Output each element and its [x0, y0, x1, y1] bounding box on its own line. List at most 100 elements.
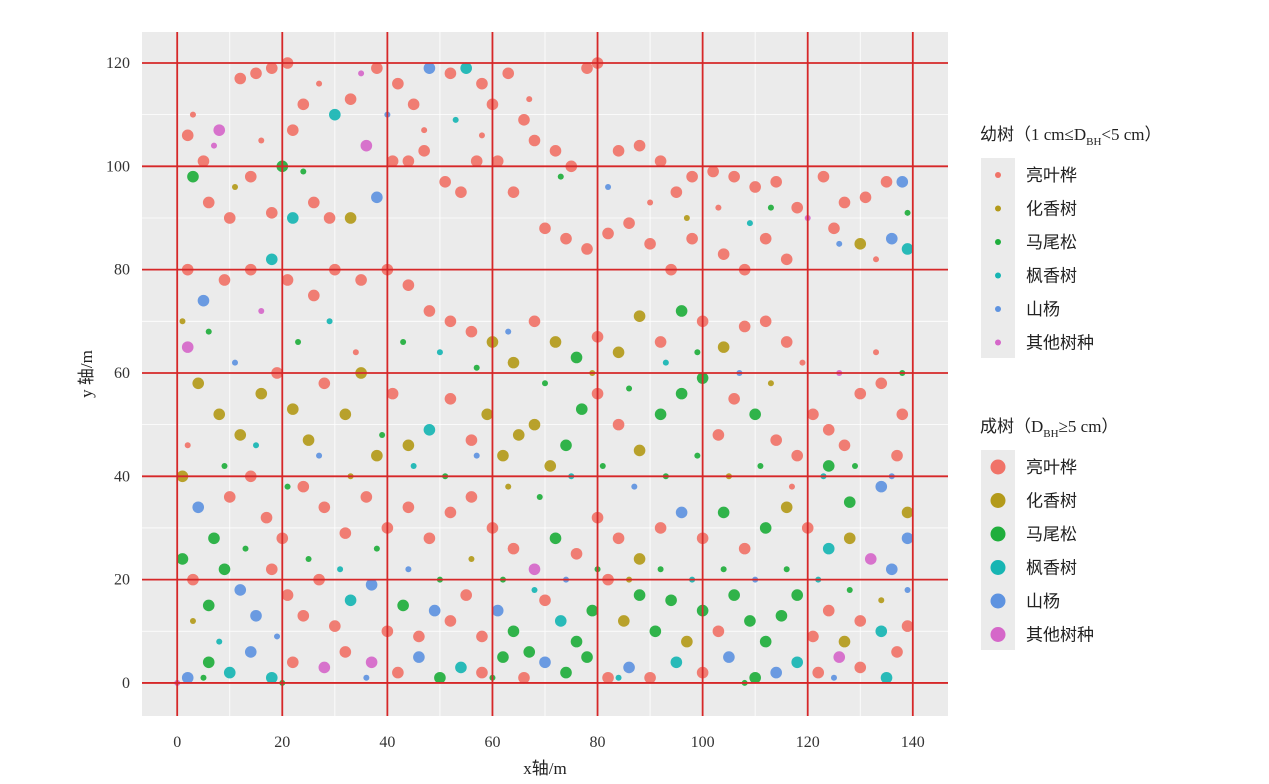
- juvenile-tree-point: [647, 199, 654, 206]
- legend-title: 幼树（1 cm≤DBH<5 cm）: [980, 125, 1162, 148]
- legend-label: 马尾松: [1026, 525, 1077, 544]
- adult-tree-point: [791, 449, 804, 462]
- adult-tree-point: [360, 139, 373, 152]
- juvenile-tree-point: [352, 349, 359, 356]
- legend-label: 其他树种: [1026, 334, 1094, 353]
- adult-tree-point: [455, 186, 467, 198]
- juvenile-tree-point: [305, 555, 312, 562]
- adult-tree-point: [423, 532, 436, 545]
- adult-tree-point: [465, 491, 478, 503]
- adult-tree-point: [901, 620, 914, 632]
- legend-key-1: [995, 205, 1001, 212]
- adult-tree-point: [286, 212, 299, 224]
- adult-tree-point: [297, 480, 310, 493]
- adult-tree-point: [749, 671, 761, 684]
- adult-tree-point: [355, 274, 367, 286]
- adult-tree-point: [465, 434, 478, 446]
- adult-tree-point: [749, 408, 761, 421]
- adult-tree-point: [512, 429, 525, 441]
- juvenile-tree-point: [830, 674, 837, 681]
- juvenile-tree-point: [788, 483, 795, 490]
- adult-tree-point: [528, 418, 541, 431]
- adult-tree-point: [523, 646, 536, 658]
- adult-tree-point: [518, 671, 530, 684]
- juvenile-tree-point: [904, 586, 911, 593]
- adult-tree-point: [759, 635, 772, 648]
- x-tick-label: 120: [796, 734, 820, 751]
- adult-tree-point: [549, 145, 562, 157]
- adult-tree-point: [807, 630, 819, 643]
- adult-tree-point: [612, 346, 625, 359]
- adult-tree-point: [549, 532, 562, 545]
- adult-tree-point: [817, 170, 830, 183]
- adult-tree-point: [234, 584, 247, 596]
- adult-tree-point: [901, 532, 914, 545]
- juvenile-tree-point: [421, 127, 428, 134]
- adult-tree-point: [402, 279, 415, 291]
- juvenile-tree-point: [657, 566, 664, 573]
- juvenile-tree-point: [337, 566, 344, 573]
- adult-tree-point: [581, 651, 593, 663]
- adult-tree-point: [428, 604, 441, 617]
- adult-tree-point: [901, 243, 914, 255]
- adult-tree-point: [896, 176, 909, 188]
- adult-tree-point: [365, 656, 378, 669]
- adult-tree-point: [491, 155, 504, 167]
- adult-tree-point: [612, 532, 625, 545]
- adult-tree-point: [838, 635, 851, 648]
- juvenile-tree-point: [531, 586, 538, 593]
- juvenile-tree-point: [184, 442, 191, 449]
- adult-tree-point: [775, 609, 788, 622]
- adult-tree-point: [402, 501, 415, 514]
- adult-tree-point: [896, 408, 909, 421]
- juvenile-tree-point: [683, 214, 690, 221]
- adult-tree-point: [586, 604, 599, 617]
- adult-tree-point: [875, 625, 888, 638]
- adult-tree-point: [444, 67, 457, 80]
- adult-tree-point: [213, 124, 226, 136]
- adult-tree-point: [602, 671, 614, 684]
- adult-tree-point: [213, 408, 226, 421]
- adult-tree-point: [686, 232, 698, 245]
- adult-tree-point: [560, 232, 572, 245]
- juvenile-tree-point: [316, 80, 323, 87]
- adult-tree-point: [575, 403, 588, 415]
- adult-tree-point: [791, 589, 804, 601]
- juvenile-tree-point: [836, 240, 843, 247]
- adult-tree-point: [386, 155, 399, 167]
- legend-key-background: [981, 158, 1015, 358]
- adult-tree-point: [885, 232, 898, 245]
- adult-tree-point: [654, 408, 667, 421]
- adult-tree-point: [570, 351, 583, 364]
- legends: 幼树（1 cm≤DBH<5 cm）亮叶桦化香树马尾松枫香树山杨其他树种成树（DB…: [980, 125, 1162, 650]
- adult-tree-point: [633, 139, 646, 152]
- adult-tree-point: [717, 341, 730, 353]
- adult-tree-point: [344, 212, 357, 224]
- adult-tree-point: [854, 387, 867, 400]
- adult-tree-point: [329, 108, 341, 121]
- legend-label: 亮叶桦: [1026, 166, 1077, 185]
- juvenile-tree-point: [400, 338, 407, 345]
- juvenile-tree-point: [410, 462, 417, 469]
- juvenile-tree-point: [694, 452, 701, 459]
- legend-key-0: [990, 459, 1006, 475]
- adult-tree-point: [308, 196, 320, 209]
- adult-tree-point: [570, 547, 583, 560]
- adult-tree-point: [780, 501, 793, 514]
- adult-tree-point: [581, 243, 593, 255]
- adult-tree-point: [807, 408, 819, 421]
- adult-tree-point: [392, 666, 404, 679]
- adult-tree-point: [202, 656, 215, 669]
- adult-tree-point: [434, 671, 446, 684]
- juvenile-tree-point: [242, 545, 249, 552]
- juvenile-tree-point: [189, 111, 196, 118]
- juvenile-tree-point: [662, 359, 669, 366]
- adult-tree-point: [497, 449, 509, 462]
- adult-tree-point: [838, 196, 851, 209]
- y-tick-label: 80: [114, 262, 130, 279]
- adult-tree-point: [192, 377, 205, 390]
- juvenile-tree-point: [436, 349, 443, 356]
- adult-tree-point: [476, 666, 488, 679]
- juvenile-tree-point: [216, 638, 223, 645]
